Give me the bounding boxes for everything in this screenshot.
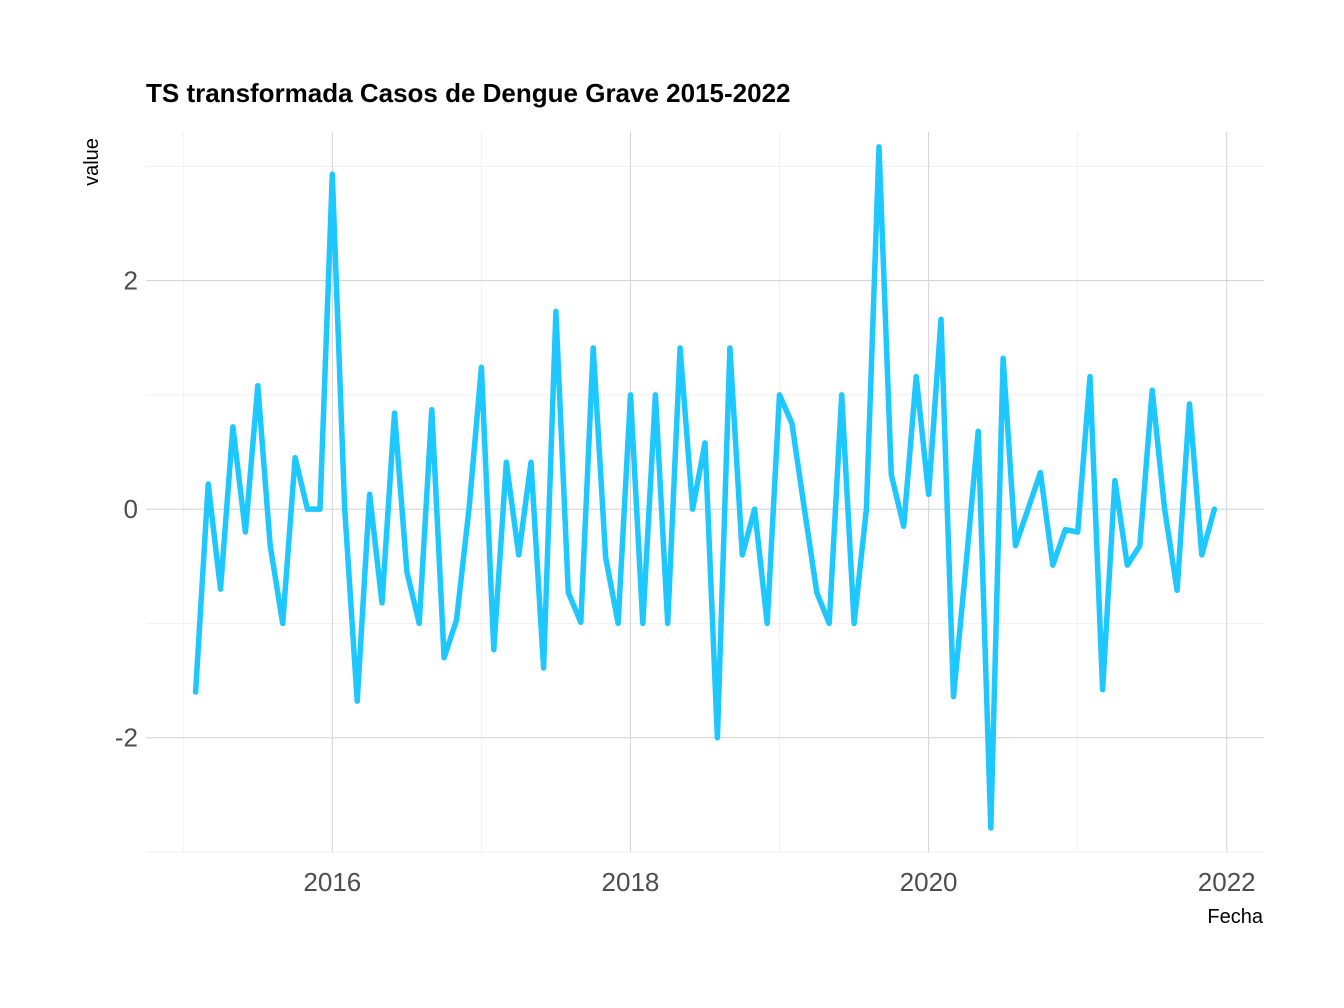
- data-point: [950, 694, 956, 700]
- data-point: [1013, 543, 1019, 549]
- x-tick-label: 2018: [602, 867, 660, 897]
- data-point: [491, 647, 497, 653]
- data-point: [739, 552, 745, 558]
- data-point: [1174, 587, 1180, 593]
- data-point: [1112, 478, 1118, 484]
- data-point: [975, 428, 981, 434]
- tick-labels: -2 0 2 2016 2018 2020 2022: [115, 266, 1256, 897]
- data-point: [218, 586, 224, 592]
- x-tick-label: 2020: [900, 867, 958, 897]
- data-point: [677, 345, 683, 351]
- data-point: [267, 543, 273, 549]
- data-point: [193, 689, 199, 695]
- data-point: [1000, 355, 1006, 361]
- data-point: [367, 491, 373, 497]
- data-point: [901, 523, 907, 529]
- data-point: [230, 424, 236, 430]
- data-point: [1199, 552, 1205, 558]
- data-point: [789, 420, 795, 426]
- data-point: [665, 620, 671, 626]
- data-point: [429, 407, 435, 413]
- data-point: [317, 506, 323, 512]
- data-point: [590, 345, 596, 351]
- x-axis-title: Fecha: [1207, 906, 1263, 928]
- data-point: [242, 529, 248, 535]
- data-point: [913, 374, 919, 380]
- data-point: [1087, 374, 1093, 380]
- data-point: [1100, 687, 1106, 693]
- data-point: [1137, 543, 1143, 549]
- data-point: [714, 735, 720, 741]
- data-point: [1162, 506, 1168, 512]
- data-point: [466, 506, 472, 512]
- data-point: [404, 569, 410, 575]
- data-point: [764, 620, 770, 626]
- data-point: [379, 600, 385, 606]
- data-point: [541, 665, 547, 671]
- data-point: [876, 144, 882, 150]
- x-tick-label: 2022: [1198, 867, 1256, 897]
- data-point: [652, 392, 658, 398]
- data-point: [304, 506, 310, 512]
- data-point: [1037, 470, 1043, 476]
- data-point: [1211, 506, 1217, 512]
- data-point: [839, 392, 845, 398]
- data-point: [690, 506, 696, 512]
- series-line: [192, 144, 1218, 831]
- y-tick-label: 0: [124, 494, 138, 524]
- data-point: [478, 364, 484, 370]
- data-point: [926, 491, 932, 497]
- data-point: [963, 563, 969, 569]
- data-point: [888, 472, 894, 478]
- data-point: [988, 825, 994, 831]
- data-point: [441, 655, 447, 661]
- data-point: [615, 620, 621, 626]
- series-layer: [192, 144, 1218, 831]
- data-point: [814, 590, 820, 596]
- data-point: [391, 410, 397, 416]
- data-point: [801, 506, 807, 512]
- data-point: [627, 392, 633, 398]
- x-tick-label: 2016: [303, 867, 361, 897]
- data-point: [1025, 506, 1031, 512]
- data-point: [354, 698, 360, 704]
- y-tick-label: 2: [124, 266, 138, 296]
- data-point: [1050, 562, 1056, 568]
- data-point: [826, 620, 832, 626]
- data-point: [503, 459, 509, 465]
- data-point: [565, 590, 571, 596]
- data-point: [578, 619, 584, 625]
- y-axis-title: value: [81, 138, 103, 186]
- data-point: [1124, 562, 1130, 568]
- data-point: [1062, 527, 1068, 533]
- data-point: [603, 554, 609, 560]
- data-point: [205, 481, 211, 487]
- data-point: [553, 308, 559, 314]
- data-point: [280, 620, 286, 626]
- data-point: [329, 171, 335, 177]
- data-point: [851, 620, 857, 626]
- data-point: [1149, 387, 1155, 393]
- data-point: [416, 620, 422, 626]
- data-point: [1075, 529, 1081, 535]
- data-point: [454, 617, 460, 623]
- data-point: [863, 506, 869, 512]
- data-point: [528, 459, 534, 465]
- data-point: [702, 440, 708, 446]
- chart-title: TS transformada Casos de Dengue Grave 20…: [146, 78, 791, 108]
- data-point: [342, 506, 348, 512]
- data-point: [777, 392, 783, 398]
- y-tick-label: -2: [115, 723, 138, 753]
- data-point: [1186, 401, 1192, 407]
- data-point: [938, 316, 944, 322]
- data-point: [727, 345, 733, 351]
- data-point: [516, 552, 522, 558]
- data-point: [640, 620, 646, 626]
- data-point: [255, 383, 261, 389]
- data-point: [752, 506, 758, 512]
- data-point: [292, 455, 298, 461]
